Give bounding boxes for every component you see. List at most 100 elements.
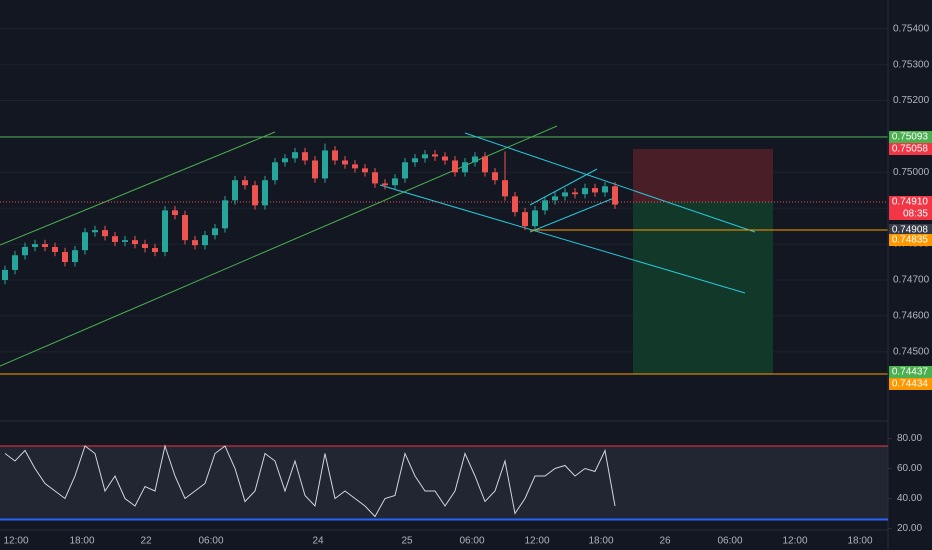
x-tick-label: 06:00	[198, 536, 223, 547]
price-label-box	[889, 131, 932, 143]
candle-body	[472, 156, 478, 163]
price-label: 0.75093	[892, 132, 929, 143]
price-label-box	[889, 378, 932, 390]
candle-body	[92, 230, 98, 233]
y-tick-label: 60.00	[897, 463, 922, 474]
price-label-box	[889, 143, 932, 155]
candle-body	[392, 178, 398, 186]
candle-body	[162, 210, 168, 252]
y-tick-label: 0.74500	[893, 346, 930, 357]
candle-body	[32, 244, 38, 247]
candle-body	[142, 244, 148, 249]
candle-body	[222, 200, 228, 229]
x-tick-label: 12:00	[782, 536, 807, 547]
candle-body	[532, 210, 538, 227]
y-tick-label: 0.74700	[893, 275, 930, 286]
candle-body	[212, 228, 218, 236]
price-label-box	[889, 366, 932, 378]
candle-body	[522, 212, 528, 227]
candle-body	[612, 186, 618, 205]
candle-body	[192, 240, 198, 246]
x-tick-label: 22	[140, 536, 152, 547]
trend-line	[529, 168, 598, 206]
x-tick-label: 06:00	[717, 536, 742, 547]
x-tick-label: 06:00	[459, 536, 484, 547]
rsi-band	[0, 446, 888, 520]
candle-body	[232, 180, 238, 201]
candle-body	[312, 160, 318, 179]
candle-body	[572, 192, 578, 195]
price-label-box	[889, 196, 932, 208]
candle-body	[2, 269, 8, 280]
candle-body	[362, 168, 368, 173]
candle-body	[72, 250, 78, 263]
candle-body	[242, 180, 248, 186]
candle-body	[582, 188, 588, 195]
price-label: 0.74908	[892, 225, 929, 236]
candle-body	[52, 246, 58, 252]
candle-body	[82, 232, 88, 251]
candle-body	[562, 192, 568, 197]
candle-body	[452, 160, 458, 173]
candle-body	[262, 180, 268, 206]
candle-body	[552, 196, 558, 201]
candle-body	[322, 150, 328, 179]
candle-body	[542, 200, 548, 211]
candle-body	[132, 240, 138, 245]
candle-body	[512, 196, 518, 213]
trend-line	[0, 131, 276, 246]
candle-body	[302, 152, 308, 161]
x-tick-label: 24	[312, 536, 324, 547]
candle-body	[22, 246, 28, 256]
price-label: 0.74437	[892, 367, 929, 378]
price-label: 0.74434	[892, 379, 929, 390]
candle-body	[382, 183, 388, 186]
y-tick-label: 20.00	[897, 523, 922, 534]
y-tick-label: 0.75300	[893, 59, 930, 70]
candle-body	[112, 236, 118, 242]
candle-body	[252, 185, 258, 206]
candle-body	[152, 248, 158, 252]
y-tick-label: 0.75200	[893, 95, 930, 106]
y-tick-label: 0.74600	[893, 311, 930, 322]
price-label: 0.75058	[892, 144, 929, 155]
candle-body	[482, 156, 488, 173]
trend-line	[379, 184, 746, 294]
axes: 0.754000.753000.752000.751000.750000.749…	[3, 23, 932, 547]
x-tick-label: 18:00	[847, 536, 872, 547]
y-tick-label: 0.75400	[893, 23, 930, 34]
y-tick-label: 40.00	[897, 493, 922, 504]
candle-body	[492, 172, 498, 181]
price-label: 08:35	[903, 209, 928, 220]
candle-body	[332, 150, 338, 161]
trend-line	[464, 132, 756, 233]
x-tick-label: 25	[401, 536, 413, 547]
candle-body	[272, 162, 278, 181]
candle-body	[42, 244, 48, 247]
candle-body	[202, 235, 208, 246]
candle-body	[12, 255, 18, 270]
candle-body	[182, 215, 188, 241]
y-tick-label: 80.00	[897, 433, 922, 444]
price-label-box	[889, 224, 932, 236]
price-label-box	[889, 208, 932, 220]
candle-body	[282, 158, 288, 163]
candle-body	[402, 162, 408, 179]
candle-body	[122, 240, 128, 242]
candle-body	[412, 158, 418, 163]
trend-line	[529, 197, 615, 233]
candle-body	[172, 210, 178, 216]
candle-body	[102, 230, 108, 237]
candle-body	[462, 162, 468, 173]
candle-body	[342, 160, 348, 165]
candle-body	[502, 180, 508, 197]
price-label: 0.74910	[892, 197, 929, 208]
candle-body	[292, 152, 298, 159]
candle-body	[422, 154, 428, 159]
candle-body	[432, 154, 438, 157]
candles	[2, 143, 618, 285]
x-tick-label: 18:00	[69, 536, 94, 547]
candle-body	[62, 252, 68, 263]
y-tick-label: 0.75000	[893, 167, 930, 178]
